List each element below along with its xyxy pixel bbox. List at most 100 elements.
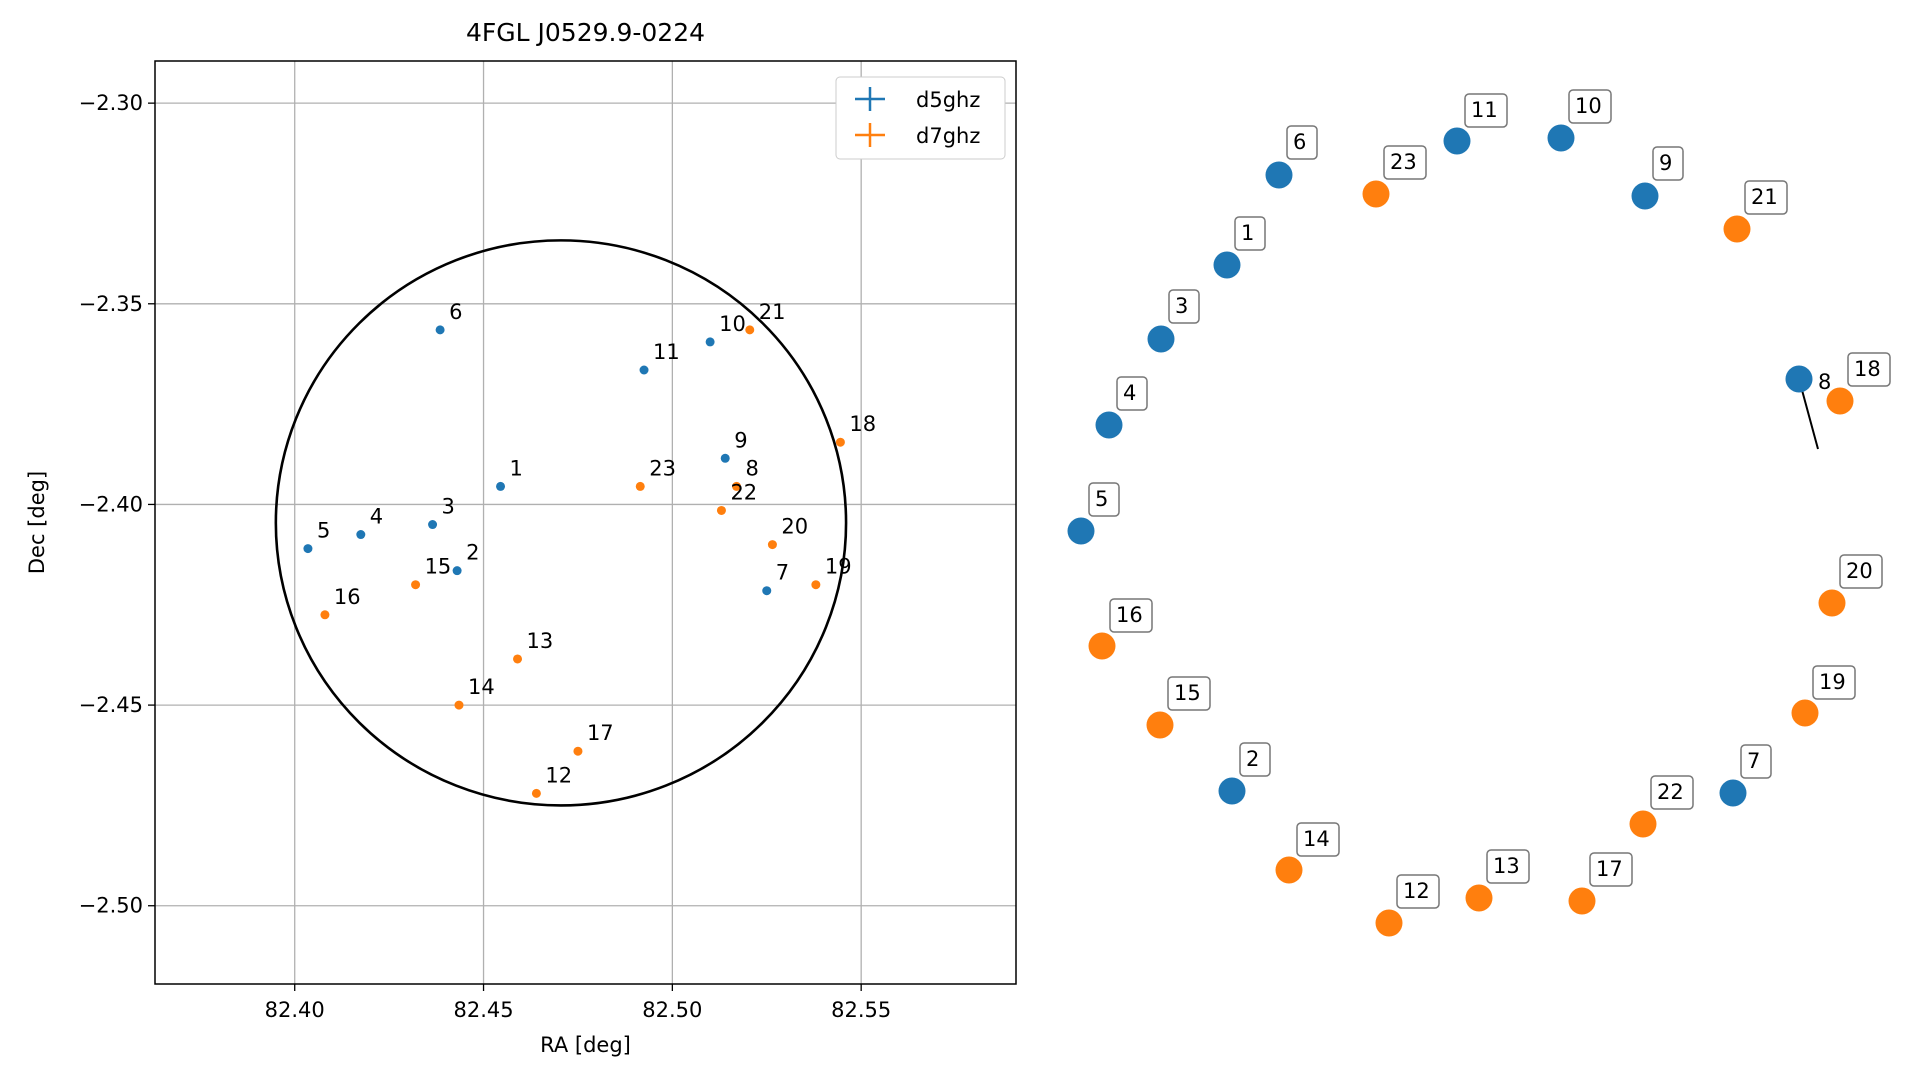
layout-label-15: 15 (1174, 681, 1201, 705)
layout-label-box (1396, 874, 1440, 909)
point-label-6: 6 (449, 300, 462, 324)
point-label-16: 16 (334, 585, 361, 609)
point-d5ghz-2 (452, 566, 462, 576)
layout-label-16: 16 (1116, 603, 1143, 627)
point-d7ghz-8 (732, 481, 742, 491)
y-tick-label: −2.40 (79, 492, 143, 516)
layout-point-d7ghz-19 (1791, 699, 1819, 727)
point-label-23: 23 (649, 456, 676, 480)
layout-label-4: 4 (1123, 381, 1136, 405)
point-d5ghz-11 (639, 365, 649, 375)
layout-point-d5ghz-2 (1218, 777, 1246, 805)
y-tick-label: −2.45 (79, 693, 143, 717)
layout-label-box (1568, 89, 1612, 124)
y-axis-label: Dec [deg] (25, 471, 49, 574)
layout-label-23: 23 (1390, 150, 1417, 174)
layout-label-box (1109, 598, 1153, 633)
y-tick-label: −2.50 (79, 894, 143, 918)
layout-point-d7ghz-16 (1088, 632, 1116, 660)
point-d7ghz-21 (745, 325, 755, 335)
point-label-3: 3 (442, 495, 455, 519)
point-d7ghz-13 (513, 654, 523, 664)
point-label-8: 8 (746, 456, 759, 480)
legend-box (835, 76, 1006, 160)
layout-point-d7ghz-12 (1375, 909, 1403, 937)
point-d7ghz-20 (767, 540, 777, 550)
point-d7ghz-18 (835, 437, 845, 447)
point-label-1: 1 (510, 456, 523, 480)
point-label-22: 22 (730, 480, 757, 504)
layout-label-box (1740, 744, 1772, 779)
grid (155, 61, 1016, 984)
layout-label-box (1486, 849, 1530, 884)
layout-label-box (1650, 775, 1694, 810)
point-d7ghz-19 (811, 580, 821, 590)
layout-point-d7ghz-13 (1465, 884, 1493, 912)
layout-label-box (1589, 852, 1633, 887)
layout-point-d7ghz-14 (1275, 856, 1303, 884)
point-d7ghz-17 (573, 746, 583, 756)
layout-point-d5ghz-3 (1147, 325, 1175, 353)
point-label-5: 5 (317, 519, 330, 543)
point-label-12: 12 (545, 763, 572, 787)
point-d5ghz-5 (303, 544, 313, 554)
layout-label-8: 8 (1818, 370, 1831, 394)
layout-label-box (1234, 216, 1266, 251)
layout-point-d5ghz-11 (1443, 127, 1471, 155)
point-d7ghz-12 (531, 788, 541, 798)
uncertainty-ellipse-path (274, 239, 848, 807)
point-label-21: 21 (759, 300, 786, 324)
legend: d5ghz d7ghz (835, 76, 1006, 160)
layout-label-box (1167, 676, 1211, 711)
layout-point-d7ghz-15 (1146, 711, 1174, 739)
point-label-17: 17 (587, 721, 614, 745)
layout-label-11: 11 (1471, 98, 1498, 122)
point-d7ghz-14 (454, 700, 464, 710)
point-d5ghz-9 (720, 453, 730, 463)
point-label-11: 11 (653, 340, 680, 364)
layout-point-d7ghz-20 (1818, 589, 1846, 617)
layout-point-d5ghz-4 (1095, 411, 1123, 439)
point-d7ghz-16 (320, 610, 330, 620)
layout-label-box (1847, 352, 1891, 387)
layout-point-d7ghz-18 (1826, 387, 1854, 415)
point-d5ghz-7 (762, 586, 772, 596)
layout-label-box (1652, 146, 1684, 181)
layout-point-d5ghz-9 (1631, 182, 1659, 210)
point-label-18: 18 (849, 412, 876, 436)
legend-label-d5ghz: d5ghz (916, 88, 980, 112)
layout-label-17: 17 (1596, 857, 1623, 881)
layout-label-box (1168, 289, 1200, 324)
layout-label-10: 10 (1575, 94, 1602, 118)
x-tick-label: 82.45 (453, 998, 513, 1022)
y-axis-ticks: −2.30 −2.35 −2.40 −2.45 −2.50 (79, 91, 155, 918)
layout-label-6: 6 (1293, 130, 1306, 154)
point-label-9: 9 (734, 428, 747, 452)
layout-point-d7ghz-21 (1723, 215, 1751, 243)
layout-label-3: 3 (1175, 294, 1188, 318)
point-label-4: 4 (370, 505, 383, 529)
point-d5ghz-3 (428, 520, 438, 530)
layout-label-12: 12 (1403, 879, 1430, 903)
layout-label-2: 2 (1246, 747, 1259, 771)
layout-label-box (1839, 554, 1883, 589)
point-label-13: 13 (527, 629, 554, 653)
point-label-19: 19 (825, 555, 852, 579)
point-label-14: 14 (468, 675, 495, 699)
x-axis-label: RA [deg] (540, 1033, 631, 1057)
layout-label-1: 1 (1241, 221, 1254, 245)
layout-point-d5ghz-10 (1547, 124, 1575, 152)
layout-label-box (1812, 665, 1856, 700)
point-label-7: 7 (776, 561, 789, 585)
layout-label-box (1286, 125, 1318, 160)
layout-point-d5ghz-1 (1213, 251, 1241, 279)
layout-label-21: 21 (1751, 185, 1778, 209)
layout-label-13: 13 (1493, 854, 1520, 878)
y-tick-label: −2.35 (79, 292, 143, 316)
point-label-10: 10 (719, 312, 746, 336)
layout-point-d5ghz-7 (1719, 779, 1747, 807)
legend-label-d7ghz: d7ghz (916, 124, 980, 148)
point-d5ghz-10 (705, 337, 715, 347)
